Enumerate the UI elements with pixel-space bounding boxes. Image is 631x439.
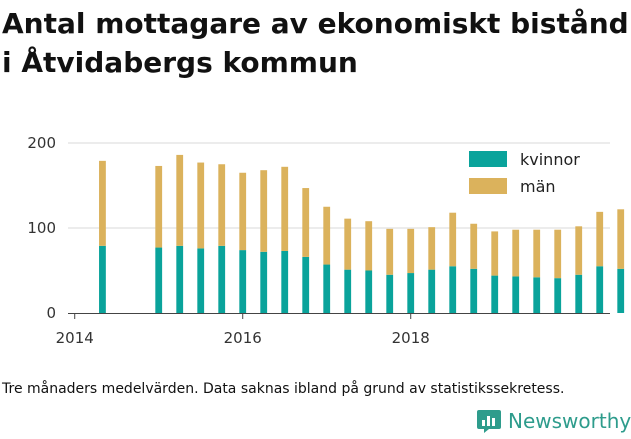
bar-kvinnor: [365, 270, 373, 313]
bar-man: [554, 229, 562, 279]
legend-swatch-man: [469, 178, 507, 194]
bar-series: [99, 154, 625, 313]
y-tick-label: 200: [27, 134, 56, 152]
bar-kvinnor: [491, 275, 499, 313]
bar-man: [344, 218, 352, 270]
axes: [68, 313, 610, 319]
bar-kvinnor: [260, 251, 268, 313]
bar-man: [197, 162, 205, 249]
bar-man: [176, 154, 184, 246]
bar-kvinnor: [344, 269, 352, 313]
x-tick-label: 2018: [392, 329, 430, 347]
bar-man: [575, 226, 583, 275]
bar-man: [407, 228, 415, 274]
bar-kvinnor: [533, 277, 541, 313]
bar-kvinnor: [596, 266, 604, 313]
legend-label-man: män: [520, 177, 556, 196]
bar-man: [302, 188, 310, 257]
bar-man: [239, 172, 247, 251]
y-tick-labels: 0 100 200: [27, 134, 56, 322]
bar-kvinnor: [176, 245, 184, 313]
bar-kvinnor: [512, 276, 520, 313]
x-tick-label: 2016: [224, 329, 262, 347]
x-tick-labels: 201420162018202120232025: [56, 329, 430, 347]
bar-kvinnor: [617, 268, 625, 313]
bar-kvinnor: [218, 245, 226, 313]
bar-kvinnor: [302, 256, 310, 313]
bar-kvinnor: [449, 266, 457, 313]
brand-name: Newsworthy: [508, 409, 631, 433]
bar-kvinnor: [575, 274, 583, 313]
bar-kvinnor: [386, 274, 394, 313]
bar-kvinnor: [99, 245, 106, 313]
footnote: Tre månaders medelvärden. Data saknas ib…: [2, 381, 565, 397]
x-tick-label: 2014: [56, 329, 94, 347]
y-tick-label: 100: [27, 219, 56, 237]
bar-kvinnor: [323, 264, 331, 313]
bar-kvinnor: [470, 268, 478, 313]
bar-man: [281, 166, 289, 251]
bar-man: [218, 164, 226, 246]
bar-man: [99, 160, 106, 246]
legend-label-kvinnor: kvinnor: [520, 150, 580, 169]
legend-swatch-kvinnor: [469, 151, 507, 167]
bar-man: [155, 165, 163, 248]
bar-man: [491, 231, 499, 276]
chart-title: Antal mottagare av ekonomiskt bistånd i …: [2, 7, 629, 79]
bar-man: [533, 229, 541, 278]
bar-man: [470, 223, 478, 269]
bar-man: [512, 229, 520, 277]
bar-man: [260, 170, 268, 252]
bar-kvinnor: [197, 248, 205, 313]
bar-kvinnor: [428, 269, 436, 313]
bar-man: [386, 228, 394, 275]
newsworthy-logo-icon: [477, 410, 501, 433]
bar-man: [428, 227, 436, 270]
bar-kvinnor: [407, 273, 415, 313]
bar-kvinnor: [554, 278, 562, 313]
bar-kvinnor: [239, 250, 247, 313]
bar-man: [596, 211, 604, 267]
bar-man: [365, 221, 373, 271]
y-tick-label: 0: [46, 304, 56, 322]
bar-man: [449, 212, 457, 267]
brand-logo: Newsworthy: [476, 408, 631, 434]
bar-man: [323, 206, 331, 265]
legend: kvinnor män: [469, 150, 580, 196]
bar-kvinnor: [281, 250, 289, 313]
bar-kvinnor: [155, 247, 163, 313]
bar-man: [617, 209, 625, 269]
